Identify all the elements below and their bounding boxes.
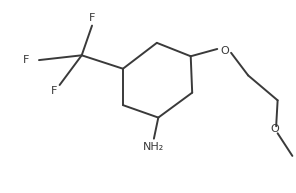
- Text: O: O: [270, 124, 279, 134]
- Text: F: F: [22, 55, 29, 65]
- Text: F: F: [51, 86, 57, 96]
- Text: O: O: [220, 46, 229, 56]
- Text: NH₂: NH₂: [143, 142, 165, 152]
- Text: F: F: [89, 13, 95, 23]
